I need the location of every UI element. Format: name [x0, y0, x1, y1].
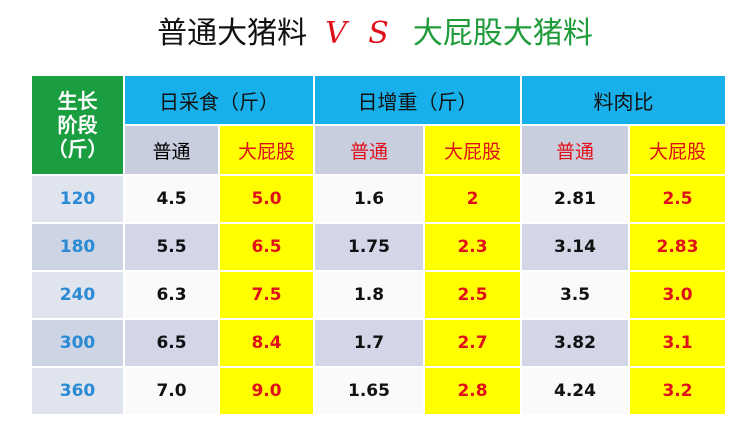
comparison-table: 生长 阶段 （斤） 日采食（斤） 日增重（斤） 料肉比 普通 大屁股 普通 大屁股 普通 大屁股 120… [30, 74, 727, 416]
value-cell: 1.65 [313, 366, 425, 416]
value-cell: 2.81 [520, 174, 630, 224]
subheader: 大屁股 [628, 124, 727, 176]
subheader: 大屁股 [218, 124, 315, 176]
value-cell: 1.75 [313, 222, 425, 272]
data-row: 180 5.5 6.5 1.75 2.3 3.14 2.83 [30, 222, 727, 272]
title: 普通大猪料 V S 大屁股大猪料 [0, 8, 750, 52]
value-cell: 5.5 [123, 222, 220, 272]
value-cell: 3.0 [628, 270, 727, 320]
stage-header-line: 生长 [57, 89, 98, 113]
title-left: 普通大猪料 [157, 16, 308, 51]
title-vs: V S [325, 16, 395, 51]
stage-cell: 180 [30, 222, 125, 272]
value-cell: 3.2 [628, 366, 727, 416]
value-cell: 5.0 [218, 174, 315, 224]
stage-header: 生长 阶段 （斤） [30, 74, 125, 176]
data-row: 240 6.3 7.5 1.8 2.5 3.5 3.0 [30, 270, 727, 320]
value-cell: 9.0 [218, 366, 315, 416]
subheader: 普通 [123, 124, 220, 176]
data-row: 300 6.5 8.4 1.7 2.7 3.82 3.1 [30, 318, 727, 368]
subheader: 普通 [520, 124, 630, 176]
value-cell: 1.7 [313, 318, 425, 368]
value-cell: 6.3 [123, 270, 220, 320]
value-cell: 2.5 [628, 174, 727, 224]
group-header: 日采食（斤） [123, 74, 315, 126]
stage-cell: 120 [30, 174, 125, 224]
value-cell: 3.1 [628, 318, 727, 368]
value-cell: 2.5 [423, 270, 522, 320]
value-cell: 4.24 [520, 366, 630, 416]
title-right: 大屁股大猪料 [412, 16, 593, 51]
header-row: 生长 阶段 （斤） 日采食（斤） 日增重（斤） 料肉比 [30, 74, 727, 176]
stage-cell: 300 [30, 318, 125, 368]
value-cell: 7.5 [218, 270, 315, 320]
value-cell: 2.83 [628, 222, 727, 272]
stage-header-line: （斤） [47, 137, 108, 161]
subheader: 大屁股 [423, 124, 522, 176]
value-cell: 4.5 [123, 174, 220, 224]
value-cell: 3.5 [520, 270, 630, 320]
value-cell: 1.8 [313, 270, 425, 320]
data-row: 360 7.0 9.0 1.65 2.8 4.24 3.2 [30, 366, 727, 416]
value-cell: 6.5 [218, 222, 315, 272]
value-cell: 2.7 [423, 318, 522, 368]
value-cell: 3.82 [520, 318, 630, 368]
value-cell: 2.8 [423, 366, 522, 416]
group-header: 料肉比 [520, 74, 727, 126]
stage-cell: 360 [30, 366, 125, 416]
value-cell: 1.6 [313, 174, 425, 224]
value-cell: 2 [423, 174, 522, 224]
value-cell: 3.14 [520, 222, 630, 272]
group-header: 日增重（斤） [313, 74, 522, 126]
stage-header-line: 阶段 [57, 113, 98, 137]
data-row: 120 4.5 5.0 1.6 2 2.81 2.5 [30, 174, 727, 224]
value-cell: 7.0 [123, 366, 220, 416]
subheader: 普通 [313, 124, 425, 176]
value-cell: 8.4 [218, 318, 315, 368]
value-cell: 6.5 [123, 318, 220, 368]
subheader-row: 普通 大屁股 普通 大屁股 普通 大屁股 [31, 124, 727, 176]
stage-cell: 240 [30, 270, 125, 320]
value-cell: 2.3 [423, 222, 522, 272]
